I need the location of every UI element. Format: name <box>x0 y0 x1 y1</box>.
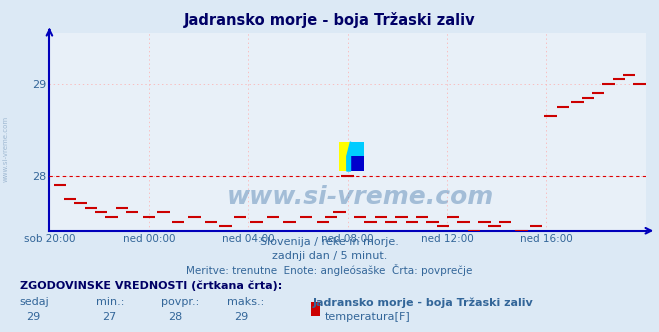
Text: www.si-vreme.com: www.si-vreme.com <box>2 116 9 183</box>
Text: temperatura[F]: temperatura[F] <box>325 312 411 322</box>
Text: sedaj: sedaj <box>20 297 49 307</box>
Text: ZGODOVINSKE VREDNOSTI (črtkana črta):: ZGODOVINSKE VREDNOSTI (črtkana črta): <box>20 281 282 291</box>
Text: 29: 29 <box>234 312 248 322</box>
Text: min.:: min.: <box>96 297 124 307</box>
Text: maks.:: maks.: <box>227 297 265 307</box>
Text: 29: 29 <box>26 312 41 322</box>
Text: Meritve: trenutne  Enote: angleósaške  Črta: povprečje: Meritve: trenutne Enote: angleósaške Črt… <box>186 264 473 276</box>
Text: Slovenija / reke in morje.: Slovenija / reke in morje. <box>260 237 399 247</box>
Text: povpr.:: povpr.: <box>161 297 200 307</box>
Bar <box>339 142 351 171</box>
Text: Jadransko morje - boja Tržaski zaliv: Jadransko morje - boja Tržaski zaliv <box>313 297 534 308</box>
Bar <box>351 156 364 171</box>
Text: www.si-vreme.com: www.si-vreme.com <box>227 185 494 209</box>
Text: Jadransko morje - boja Tržaski zaliv: Jadransko morje - boja Tržaski zaliv <box>184 12 475 28</box>
Text: 27: 27 <box>102 312 117 322</box>
Bar <box>351 142 364 161</box>
Text: 28: 28 <box>168 312 183 322</box>
Polygon shape <box>347 142 351 171</box>
Text: zadnji dan / 5 minut.: zadnji dan / 5 minut. <box>272 251 387 261</box>
